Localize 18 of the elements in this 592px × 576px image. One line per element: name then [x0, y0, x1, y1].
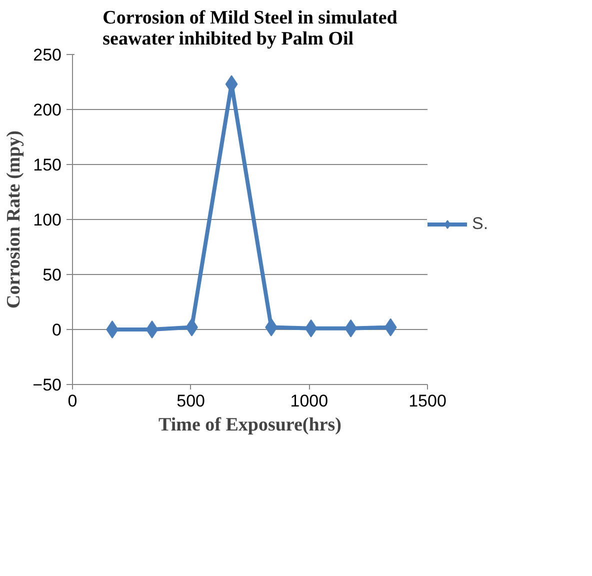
- y-tick-label: −50: [32, 376, 62, 394]
- y-tick-label: 200: [33, 100, 62, 120]
- y-tick-label: 50: [42, 266, 62, 284]
- y-axis-title: Corrosion Rate (mpy): [4, 130, 25, 309]
- y-tick-label: 250: [33, 46, 62, 64]
- x-tick-label: 0: [68, 392, 78, 410]
- point: [146, 320, 158, 338]
- x-tick-label: 500: [176, 392, 206, 410]
- chart-title: Corrosion of Mild Steel in simulated seawater inhibited by Palm Oil: [102, 8, 398, 50]
- x-axis-title: Time of Exposure(hrs): [158, 414, 342, 436]
- legend-label: S.: [472, 214, 490, 234]
- point: [384, 318, 397, 336]
- x-tick-label: 1500: [408, 392, 446, 410]
- y-tick-label: 150: [33, 156, 62, 174]
- x-tick-label: 1000: [290, 392, 328, 410]
- y-tick-label: 100: [33, 210, 62, 230]
- point: [304, 319, 318, 338]
- y-tick-label: 0: [52, 320, 62, 340]
